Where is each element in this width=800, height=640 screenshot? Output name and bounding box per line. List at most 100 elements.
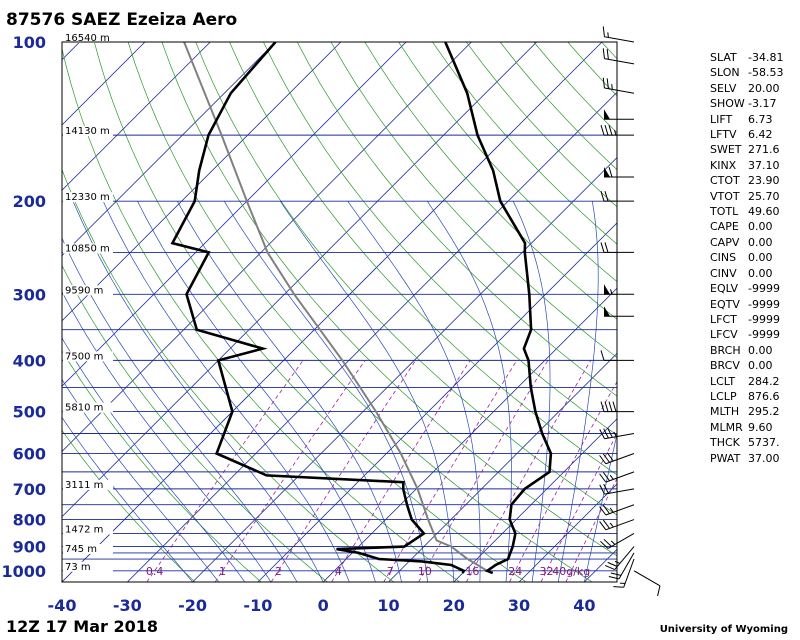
height-label-bg — [63, 126, 113, 137]
wind-barb — [604, 306, 634, 317]
barb-full — [600, 124, 605, 136]
barb-full — [608, 124, 613, 136]
dry-adiabat-line — [398, 42, 617, 282]
temperature-tick-label: -20 — [178, 596, 207, 615]
index-row: BRCV 0.00 — [710, 358, 794, 373]
height-label-bg — [63, 351, 113, 362]
isotherm-line — [518, 483, 617, 582]
barb-full — [606, 48, 609, 60]
barb-half — [609, 522, 614, 528]
index-name: KINX — [710, 158, 737, 172]
mixing-ratio-line — [466, 360, 592, 582]
pressure-tick-label: 200 — [13, 192, 46, 211]
index-name: PWAT — [710, 451, 741, 465]
barb-full — [606, 452, 614, 462]
barb-full — [607, 561, 618, 567]
height-label: 10850 m — [65, 243, 110, 254]
index-name: SLON — [710, 66, 740, 80]
height-label-bg — [63, 479, 113, 490]
barb-half — [614, 129, 617, 136]
height-label: 14130 m — [65, 126, 110, 137]
height-label-bg — [63, 33, 113, 43]
wind-barb — [600, 401, 634, 413]
barb-full — [602, 48, 605, 59]
index-row: KINX 37.10 — [710, 158, 794, 173]
index-row: CINV 0.00 — [710, 266, 794, 281]
temperature-tick-label: -10 — [243, 596, 272, 615]
wind-barb — [599, 471, 635, 483]
wind-barb — [599, 519, 635, 531]
wind-barb — [600, 191, 634, 202]
index-row: CINS 0.00 — [710, 250, 794, 265]
moist-adiabat-line — [280, 201, 455, 582]
dewpoint-profile — [170, 42, 466, 574]
background-lines — [62, 42, 617, 582]
temperature-tick-label: 30 — [508, 596, 530, 615]
moist-adiabat-line — [62, 237, 298, 582]
mixing-ratio-line — [146, 360, 304, 582]
index-row: BRCH 0.00 — [710, 343, 794, 358]
mixing-ratio-label: 40g/kg — [552, 565, 590, 578]
index-row: EQTV -9999 — [710, 297, 794, 312]
mixing-ratio-label: 10 — [418, 565, 432, 578]
temperature-tick-label: 10 — [377, 596, 399, 615]
index-name: LFTV — [710, 128, 737, 142]
barb-full — [604, 564, 615, 571]
index-value: 284.2 — [748, 374, 780, 388]
barb-full — [599, 473, 607, 483]
isotherm-line — [192, 157, 617, 582]
barb-full — [608, 166, 613, 178]
wind-barb — [600, 350, 634, 361]
barb-full — [602, 77, 605, 89]
index-value: 9.60 — [748, 420, 773, 434]
index-name: CTOT — [710, 174, 740, 188]
height-label: 3111 m — [65, 480, 103, 491]
index-name: VTOT — [710, 189, 740, 203]
index-name: THCK — [710, 436, 740, 450]
height-label-bg — [63, 285, 113, 296]
mixing-ratio-label: 32 — [540, 565, 554, 578]
barb-shaft — [607, 533, 635, 549]
dry-adiabat-line — [161, 42, 617, 557]
mixing-ratio-line — [418, 360, 549, 582]
height-label-bg — [63, 243, 113, 254]
wind-barb — [599, 483, 635, 495]
moist-adiabat-line — [584, 432, 617, 582]
moist-adiabat-line — [72, 201, 324, 582]
temperature-profile — [444, 42, 553, 575]
station-title: 87576 SAEZ Ezeiza Aero — [6, 10, 238, 30]
isobars — [62, 41, 617, 572]
index-name: CINS — [710, 251, 737, 265]
isotherm-line — [453, 418, 617, 582]
barb-full — [613, 586, 624, 588]
height-label-bg — [63, 192, 113, 203]
index-row: THCK 5737. — [710, 435, 794, 450]
barb-full — [603, 428, 609, 439]
barb-half — [611, 84, 613, 90]
barb-pennant — [604, 306, 610, 317]
index-name: LCLP — [710, 389, 737, 403]
isotherm-line — [62, 42, 407, 387]
observation-time: 12Z 17 Mar 2018 — [6, 617, 158, 636]
barb-full — [602, 26, 605, 37]
index-name: SHOW — [710, 97, 745, 111]
index-value: -3.17 — [748, 97, 777, 111]
moist-adiabat-line — [512, 201, 551, 582]
moist-adiabat-line — [137, 201, 376, 582]
barb-half — [613, 431, 617, 437]
wind-barbs — [599, 26, 661, 597]
wind-barb — [602, 77, 635, 94]
index-name: BRCV — [710, 359, 740, 373]
barb-shaft — [618, 552, 635, 580]
index-value: 0.00 — [748, 220, 773, 234]
plot-frame — [61, 41, 618, 583]
index-value: 37.00 — [748, 451, 780, 465]
index-name: LIFT — [710, 112, 733, 126]
barb-full — [610, 572, 622, 576]
wind-barb — [600, 533, 635, 549]
index-row: CAPE 0.00 — [710, 219, 794, 234]
height-label-bg — [63, 524, 113, 535]
isotherm-line — [62, 42, 342, 322]
barb-full — [604, 124, 609, 136]
dry-adiabat-line — [364, 42, 617, 320]
